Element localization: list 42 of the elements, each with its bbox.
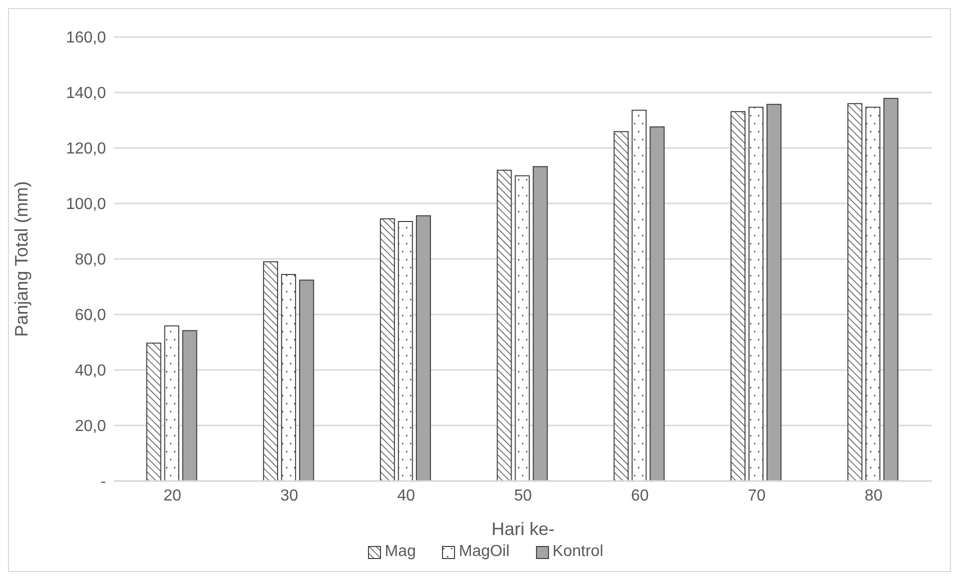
- bar: [182, 330, 198, 481]
- legend-label: Kontrol: [552, 543, 604, 561]
- bar: [865, 106, 880, 481]
- bar: [496, 170, 512, 481]
- bar: [416, 215, 431, 481]
- y-tick-label: 20,0: [74, 418, 106, 436]
- x-tick-label: 20: [164, 487, 182, 504]
- bar: [532, 166, 548, 481]
- y-tick-label: 80,0: [74, 252, 106, 269]
- x-tick-label: 50: [514, 487, 532, 504]
- y-tick-label: 60,0: [74, 307, 106, 324]
- bar: [146, 342, 162, 481]
- y-tick-label: 160,0: [66, 30, 106, 47]
- legend-label: MagOil: [458, 543, 510, 561]
- y-tick-label: -: [100, 474, 106, 491]
- bar: [730, 111, 746, 481]
- bar: [650, 126, 665, 481]
- y-tick-label: 140,0: [66, 85, 106, 102]
- y-tick-label: 120,0: [66, 140, 106, 158]
- y-tick-label: 100,0: [66, 196, 106, 214]
- bar: [299, 280, 314, 481]
- y-tick-label: 40,0: [74, 362, 106, 380]
- x-tick-label: 30: [280, 487, 298, 504]
- bar: [883, 98, 898, 481]
- bar: [263, 261, 278, 481]
- bar: [748, 106, 764, 481]
- x-tick-label: 60: [630, 487, 649, 504]
- bar: [766, 104, 782, 481]
- bar: [398, 221, 413, 481]
- x-tick-label: 40: [397, 487, 416, 504]
- bar: [614, 131, 629, 481]
- x-axis-title: Hari ke-: [491, 519, 555, 539]
- x-tick-label: 80: [864, 487, 883, 504]
- y-axis-title: Panjang Total (mm): [11, 181, 32, 337]
- bar: [632, 110, 647, 481]
- x-tick-label: 70: [748, 487, 766, 504]
- bar: [164, 325, 180, 481]
- bar: [380, 218, 395, 481]
- bar: [514, 175, 530, 481]
- bar: [281, 274, 296, 481]
- legend-label: Mag: [384, 543, 416, 561]
- bar: [847, 103, 862, 481]
